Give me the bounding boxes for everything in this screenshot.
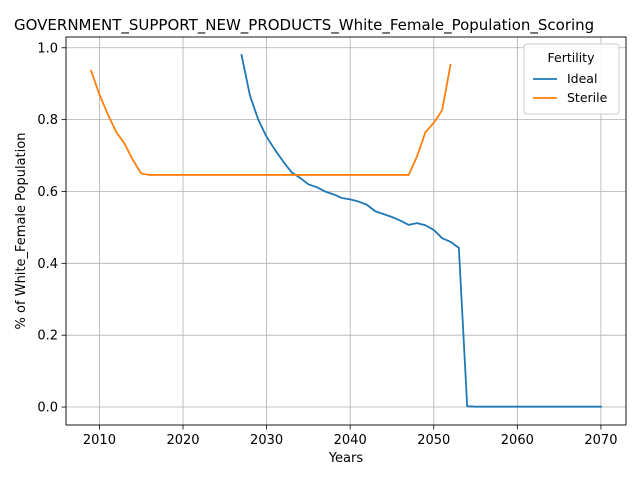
x-tick-label: 2060 (501, 433, 534, 448)
legend-label-sterile: Sterile (567, 90, 608, 105)
series-line-ideal (240, 53, 602, 408)
y-tick-label: 0.2 (37, 329, 58, 344)
legend-box (523, 43, 620, 115)
grid-lines (66, 37, 626, 425)
legend-label-ideal: Ideal (567, 71, 597, 86)
series-layer (89, 53, 602, 408)
x-tick-label: 2010 (83, 433, 116, 448)
series-line-sterile (89, 63, 452, 176)
y-tick-label: 0.0 (37, 401, 58, 416)
x-tick-label: 2020 (166, 433, 199, 448)
x-axis-label: Years (328, 451, 364, 466)
y-tick-label: 0.8 (37, 113, 58, 128)
y-tick-label: 0.4 (37, 257, 58, 272)
x-tick-label: 2030 (250, 433, 283, 448)
x-tick-label: 2070 (584, 433, 617, 448)
legend-title: Fertility (548, 50, 596, 65)
axis-ticks: 2010 2020 2030 2040 2050 2060 2070 0.0 0.2 0.4 0.6… (37, 41, 617, 448)
y-tick-label: 1.0 (37, 41, 58, 56)
y-tick-label: 0.6 (37, 185, 58, 200)
plot-frame (65, 36, 627, 426)
x-tick-label: 2050 (417, 433, 450, 448)
chart-title: GOVERNMENT_SUPPORT_NEW_PRODUCTS_White_Fe… (14, 16, 594, 35)
legend: Fertility Ideal Sterile (523, 43, 620, 115)
x-tick-label: 2040 (334, 433, 367, 448)
y-axis-label: % of White_Female Population (14, 133, 29, 330)
